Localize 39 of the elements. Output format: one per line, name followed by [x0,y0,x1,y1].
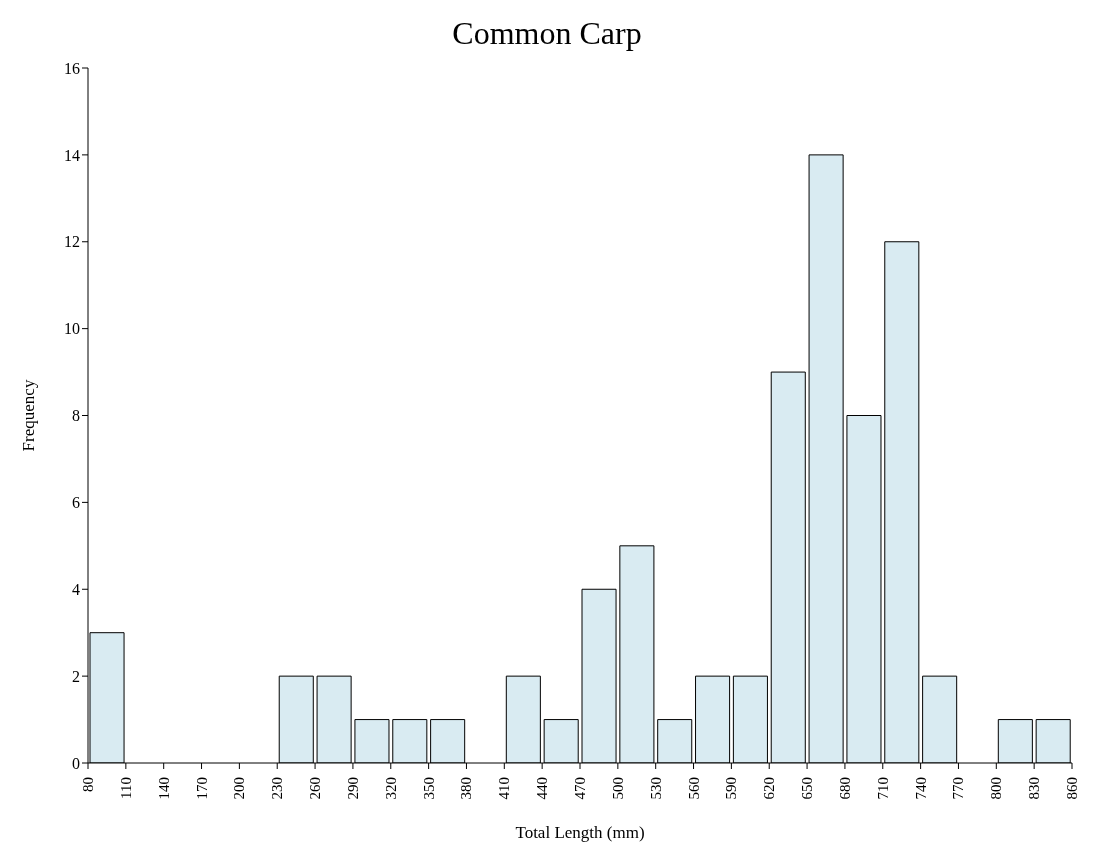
x-tick-label: 770 [950,777,967,800]
x-tick-label: 80 [80,777,96,792]
x-tick-label: 200 [231,777,248,800]
x-tick-label: 680 [836,777,853,800]
y-tick-label: 4 [72,580,80,598]
x-tick-label: 320 [382,777,399,800]
x-tick-label: 620 [761,777,778,800]
chart-title: Common Carp [451,14,643,53]
y-tick-label: 6 [72,494,80,512]
x-tick-label: 500 [609,777,626,800]
x-tick-label: 650 [799,777,816,800]
x-axis-title: Total Length (mm) [515,823,645,842]
x-tick-label: 440 [534,777,551,800]
y-tick-label: 12 [64,233,80,251]
y-axis-title: Frequency [19,379,39,452]
x-tick-label: 110 [117,777,134,799]
x-tick-label: 860 [1064,777,1080,800]
x-tick-label: 140 [155,777,172,800]
y-tick-label: 8 [72,407,80,425]
y-tick-label: 10 [64,320,80,338]
x-tick-label: 230 [269,777,286,800]
y-tick-label: 2 [72,667,80,685]
y-tick-label: 0 [72,754,80,772]
x-tick-label: 290 [344,777,361,800]
x-tick-label: 260 [307,777,324,800]
x-tick-label: 590 [723,777,740,800]
x-tick-label: 560 [685,777,702,800]
x-tick-label: 170 [193,777,210,800]
y-tick-label: 14 [64,146,80,164]
x-tick-label: 800 [988,777,1005,800]
x-tick-label: 380 [458,777,475,800]
x-tick-label: 410 [496,777,513,800]
x-tick-label: 830 [1026,777,1043,800]
x-tick-label: 350 [420,777,437,800]
x-tick-label: 740 [912,777,929,800]
x-tick-label: 710 [874,777,891,800]
x-tick-label: 530 [647,777,664,800]
y-tick-label: 16 [64,59,80,77]
x-tick-label: 470 [572,777,588,800]
